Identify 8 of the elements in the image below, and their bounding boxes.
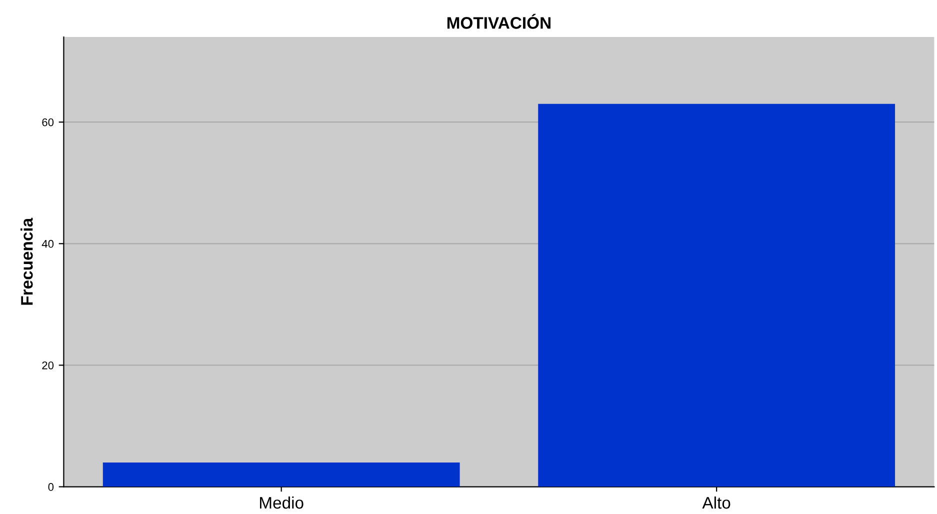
y-tick-label: 60 bbox=[42, 118, 54, 126]
y-tick-label: 20 bbox=[42, 361, 54, 370]
chart-title: MOTIVACIÓN bbox=[447, 14, 550, 29]
y-tick-label: 0 bbox=[48, 483, 54, 491]
y-tick-label: 40 bbox=[42, 240, 54, 248]
x-tick-label: Medio bbox=[260, 496, 304, 509]
x-tick-label: Alto bbox=[702, 496, 730, 509]
y-axis-title: Frecuencia bbox=[20, 218, 33, 305]
